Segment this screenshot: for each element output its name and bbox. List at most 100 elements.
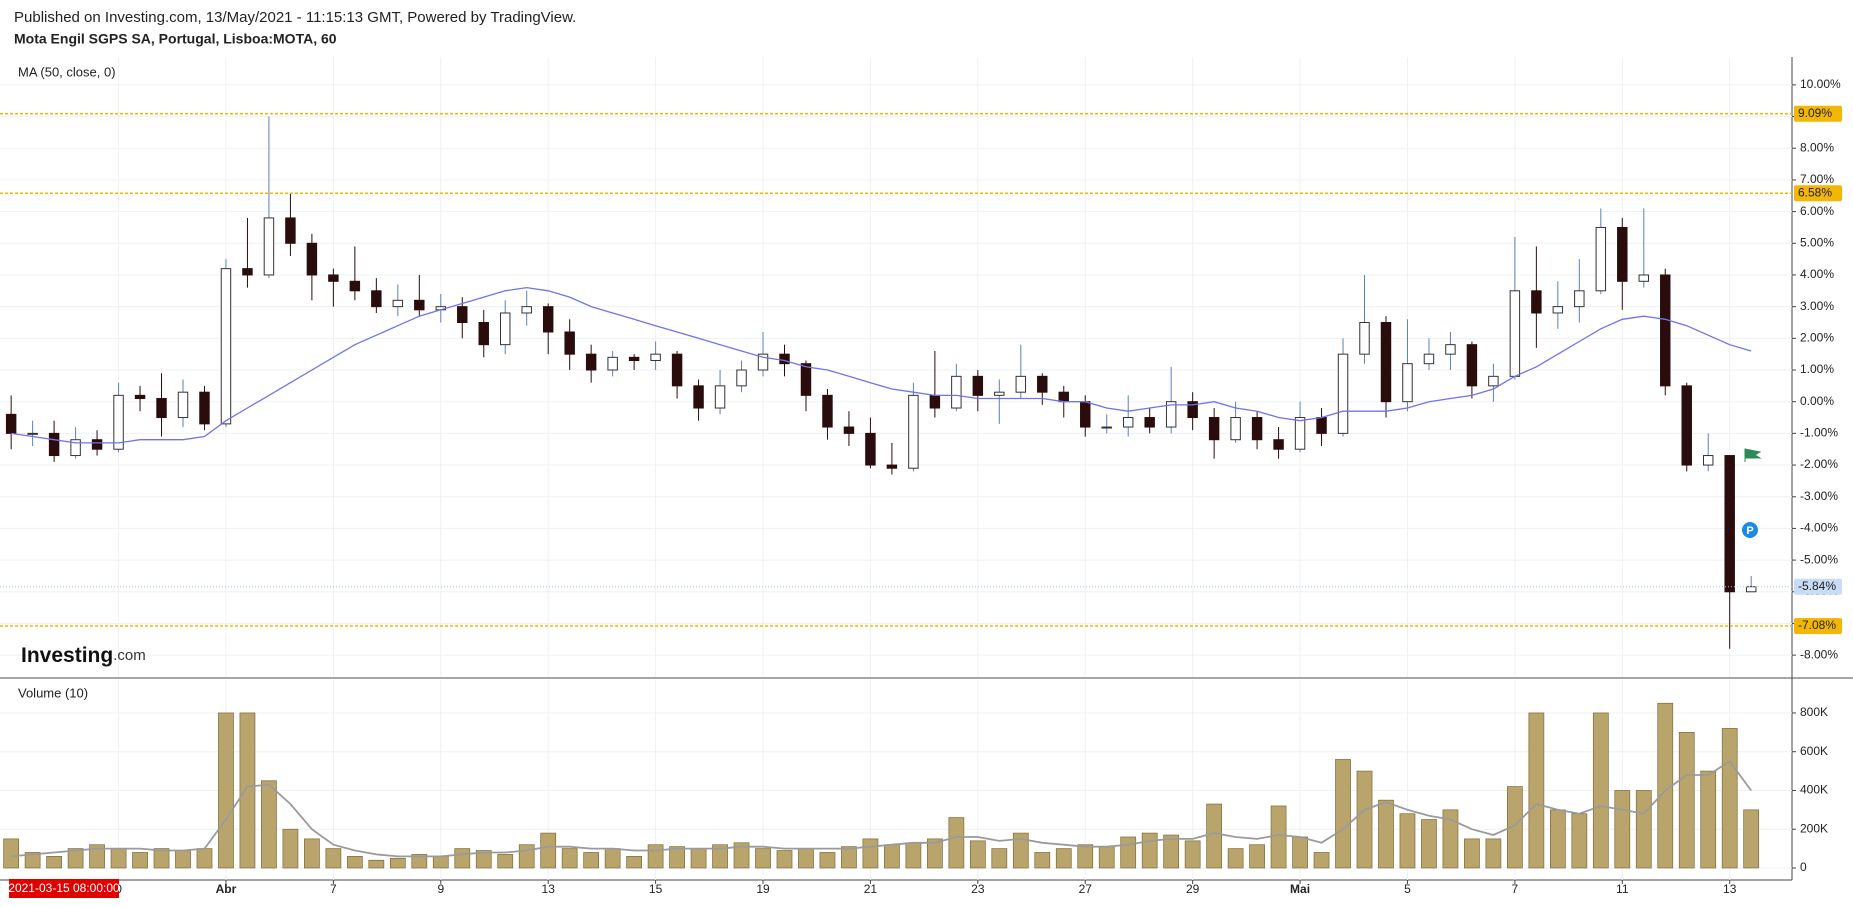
candle-body <box>714 385 726 409</box>
volume-bar <box>841 846 857 869</box>
level-label-box <box>1794 185 1842 202</box>
candle-body <box>285 217 296 244</box>
volume-bar <box>927 838 943 869</box>
volume-bar <box>969 840 986 869</box>
y-tick-label: 7.00% <box>1800 172 1834 186</box>
level-label: 6.58% <box>1798 185 1832 199</box>
volume-bar <box>89 844 105 869</box>
marker-label[interactable]: P <box>1746 525 1753 537</box>
volume-bar <box>798 848 814 869</box>
candle-body <box>1294 417 1306 450</box>
volume-bar <box>1313 852 1330 869</box>
candle-body <box>457 306 468 323</box>
volume-bar <box>755 848 771 869</box>
marker-circle[interactable] <box>1742 522 1758 538</box>
y-tick-label: 200K <box>1800 821 1828 835</box>
candle-body <box>220 268 232 425</box>
price-legend: MA (50, close, 0) <box>18 64 116 79</box>
volume-bar <box>1635 790 1652 869</box>
volume-bar <box>46 856 62 869</box>
candle-body <box>1080 401 1091 428</box>
candle-body <box>671 353 683 387</box>
volume-bar <box>819 852 836 869</box>
volume-bar <box>991 848 1008 869</box>
candle-body <box>1509 290 1521 377</box>
volume-bar <box>862 838 879 869</box>
last-price-box <box>1794 578 1842 595</box>
candle-body <box>48 432 60 457</box>
x-tick-label: 13 <box>1723 882 1737 896</box>
level-label-box <box>1794 105 1842 122</box>
volume-bar <box>1743 809 1760 869</box>
flag-icon[interactable] <box>1744 448 1762 462</box>
cursor-label-box <box>9 879 119 898</box>
y-tick-label: 400K <box>1800 783 1828 797</box>
volume-bar <box>196 848 213 869</box>
candle-body <box>542 306 554 333</box>
volume-bar <box>153 848 170 869</box>
candle-body <box>1101 426 1112 429</box>
x-tick-label: 11 <box>1616 882 1629 896</box>
volume-bar <box>1356 770 1373 869</box>
volume-bar <box>561 848 578 869</box>
candle-body <box>27 432 38 435</box>
logo-name: Investing <box>21 644 113 667</box>
candle-body <box>994 391 1005 396</box>
candle-body <box>757 353 769 371</box>
volume-bar <box>3 838 20 869</box>
x-tick-label: 19 <box>756 882 770 896</box>
volume-ma-line <box>11 760 1752 858</box>
volume-legend: Volume (10) <box>18 685 88 700</box>
volume-bar <box>690 848 707 869</box>
y-tick-label: 2.00% <box>1800 331 1834 345</box>
candle-body <box>650 353 661 362</box>
volume-bar <box>647 844 664 869</box>
last-price-label: -5.84% <box>1798 579 1836 593</box>
volume-bar <box>218 712 234 869</box>
candle-body <box>371 290 382 308</box>
volume-bar <box>454 848 471 869</box>
volume-bar <box>132 852 148 869</box>
volume-bar <box>1421 819 1437 869</box>
candle-body <box>843 426 855 434</box>
candle-body <box>1316 417 1327 434</box>
candle-body <box>822 394 833 428</box>
volume-bar <box>1055 848 1072 869</box>
volume-bar <box>239 712 256 869</box>
candle-body <box>736 369 747 387</box>
volume-bar <box>604 848 621 869</box>
volume-bar <box>1571 813 1588 869</box>
candle-body <box>177 391 189 419</box>
y-tick-label: -8.00% <box>1800 647 1838 661</box>
x-tick-label: 15 <box>649 882 663 896</box>
level-label: 9.09% <box>1798 106 1832 120</box>
candle-body <box>1230 417 1241 441</box>
x-tick-label: 7 <box>330 882 337 896</box>
candle-body <box>1402 363 1413 403</box>
volume-bar <box>325 848 342 869</box>
candle-body <box>1638 274 1650 282</box>
ma-line <box>11 286 1752 444</box>
volume-bar <box>1077 844 1094 869</box>
volume-bar <box>1399 813 1416 869</box>
candle-body <box>1660 274 1671 387</box>
candle-body <box>1337 353 1349 434</box>
volume-bar <box>1464 838 1480 869</box>
plot-layer: -8.00%-7.00%-6.00%-5.00%-4.00%-3.00%-2.0… <box>0 57 1842 896</box>
volume-bar <box>304 838 320 869</box>
candle-body <box>886 464 898 469</box>
logo: Investing.com <box>21 644 146 667</box>
candle-body <box>91 439 103 450</box>
candle-body <box>1745 586 1757 593</box>
volume-bar <box>905 842 922 869</box>
candle-body <box>1037 375 1048 393</box>
logo-suffix: .com <box>113 647 146 664</box>
volume-bar <box>497 854 514 869</box>
volume-bar <box>1721 728 1738 869</box>
volume-bar <box>1227 848 1244 869</box>
level-label: -7.08% <box>1798 618 1836 632</box>
volume-bar <box>948 817 965 869</box>
candle-body <box>70 439 81 457</box>
